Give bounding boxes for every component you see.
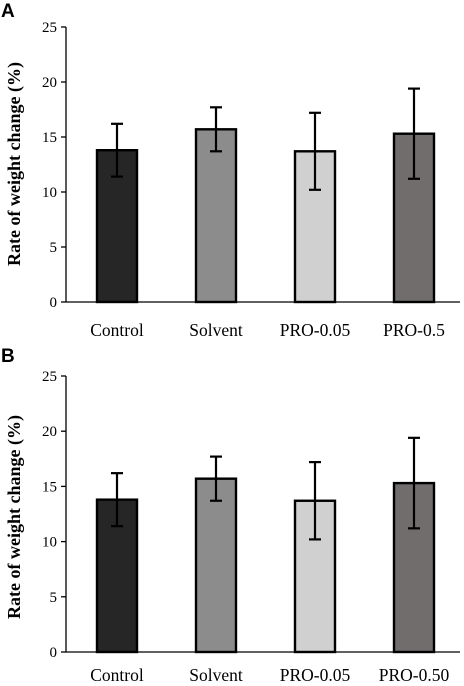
y-tick-label: 0 — [50, 295, 58, 311]
x-tick-label: PRO-0.5 — [383, 320, 445, 340]
bar — [194, 477, 238, 654]
panel-a: A Rate of weight change (%) 0 5 10 15 20 25 Co… — [1, 1, 460, 340]
x-tick-label: Solvent — [189, 320, 243, 340]
y-tick-label: 15 — [42, 479, 57, 495]
y-axis-label: Rate of weight change (%) — [4, 62, 25, 266]
y-tick-label: 25 — [42, 20, 57, 36]
y-tick-label: 10 — [42, 185, 57, 201]
y-tick-label: 15 — [42, 130, 57, 146]
x-tick-label: Control — [90, 320, 144, 340]
bar — [194, 128, 238, 304]
x-tick-label: Control — [90, 665, 144, 685]
x-tick-label: PRO-0.05 — [280, 665, 351, 685]
y-tick-label: 20 — [42, 75, 57, 91]
y-axis-label: Rate of weight change (%) — [4, 415, 25, 619]
panel-letter: B — [1, 346, 15, 367]
panel-b: B Rate of weight change (%) 0 5 10 15 20 25 Co… — [1, 346, 460, 685]
bar — [392, 481, 436, 654]
y-tick-label: 0 — [50, 645, 58, 661]
y-tick-label: 10 — [42, 535, 57, 551]
y-tick-label: 20 — [42, 424, 57, 440]
y-tick-label: 5 — [50, 240, 58, 256]
y-tick-label: 25 — [42, 369, 57, 385]
x-tick-label: PRO-0.50 — [379, 665, 450, 685]
x-tick-label: PRO-0.05 — [280, 320, 351, 340]
y-tick-label: 5 — [50, 590, 58, 606]
panel-letter: A — [1, 1, 15, 22]
x-tick-label: Solvent — [189, 665, 243, 685]
